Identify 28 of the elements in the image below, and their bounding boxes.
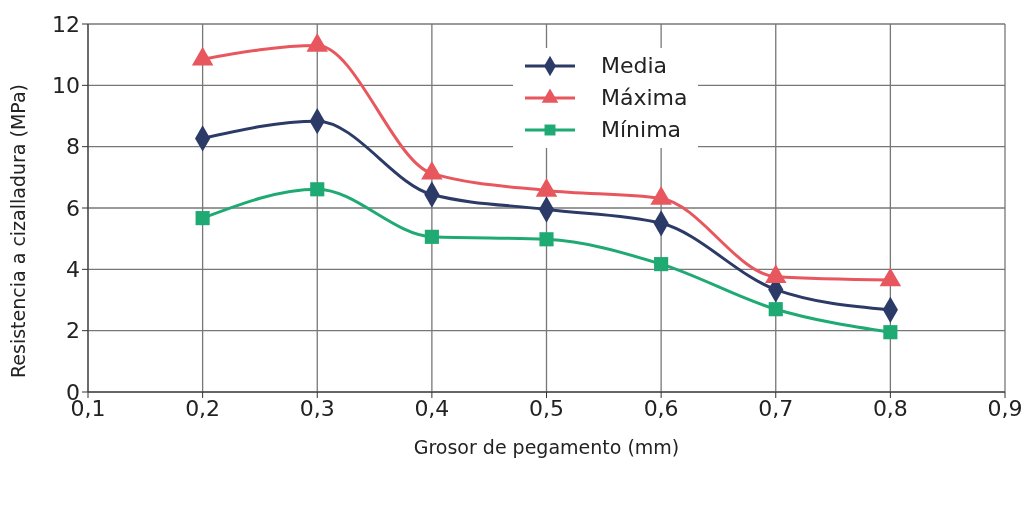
x-tick-label: 0,5	[529, 395, 564, 421]
point	[310, 182, 325, 197]
point	[191, 46, 214, 66]
y-tick-label: 12	[52, 11, 80, 37]
y-tick-label: 10	[52, 73, 80, 99]
x-tick-label: 0,7	[758, 395, 794, 421]
point	[195, 211, 210, 226]
y-axis-title: Resistencia a cizalladura (MPa)	[6, 84, 29, 378]
x-axis-title: Grosor de pegamento (mm)	[413, 436, 680, 458]
legend-label: Media	[601, 52, 668, 80]
y-tick-label: 6	[66, 195, 80, 221]
point	[539, 232, 554, 247]
point	[768, 302, 783, 317]
x-tick-label: 0,8	[872, 395, 908, 421]
point	[306, 33, 328, 52]
x-tick-label: 0,2	[185, 395, 221, 421]
x-tick-label: 0,9	[987, 395, 1023, 421]
x-tick-label: 0,4	[414, 395, 450, 421]
point	[883, 325, 898, 340]
legend-label: Máxima	[601, 84, 688, 112]
point	[424, 229, 439, 244]
x-tick-label: 0,6	[643, 395, 679, 421]
legend-label: Mínima	[601, 116, 682, 144]
point	[654, 257, 669, 272]
x-tick-label: 0,3	[299, 395, 335, 421]
y-tick-label: 4	[66, 257, 80, 283]
y-tick-label: 8	[66, 134, 80, 160]
y-tick-label: 2	[66, 318, 80, 344]
